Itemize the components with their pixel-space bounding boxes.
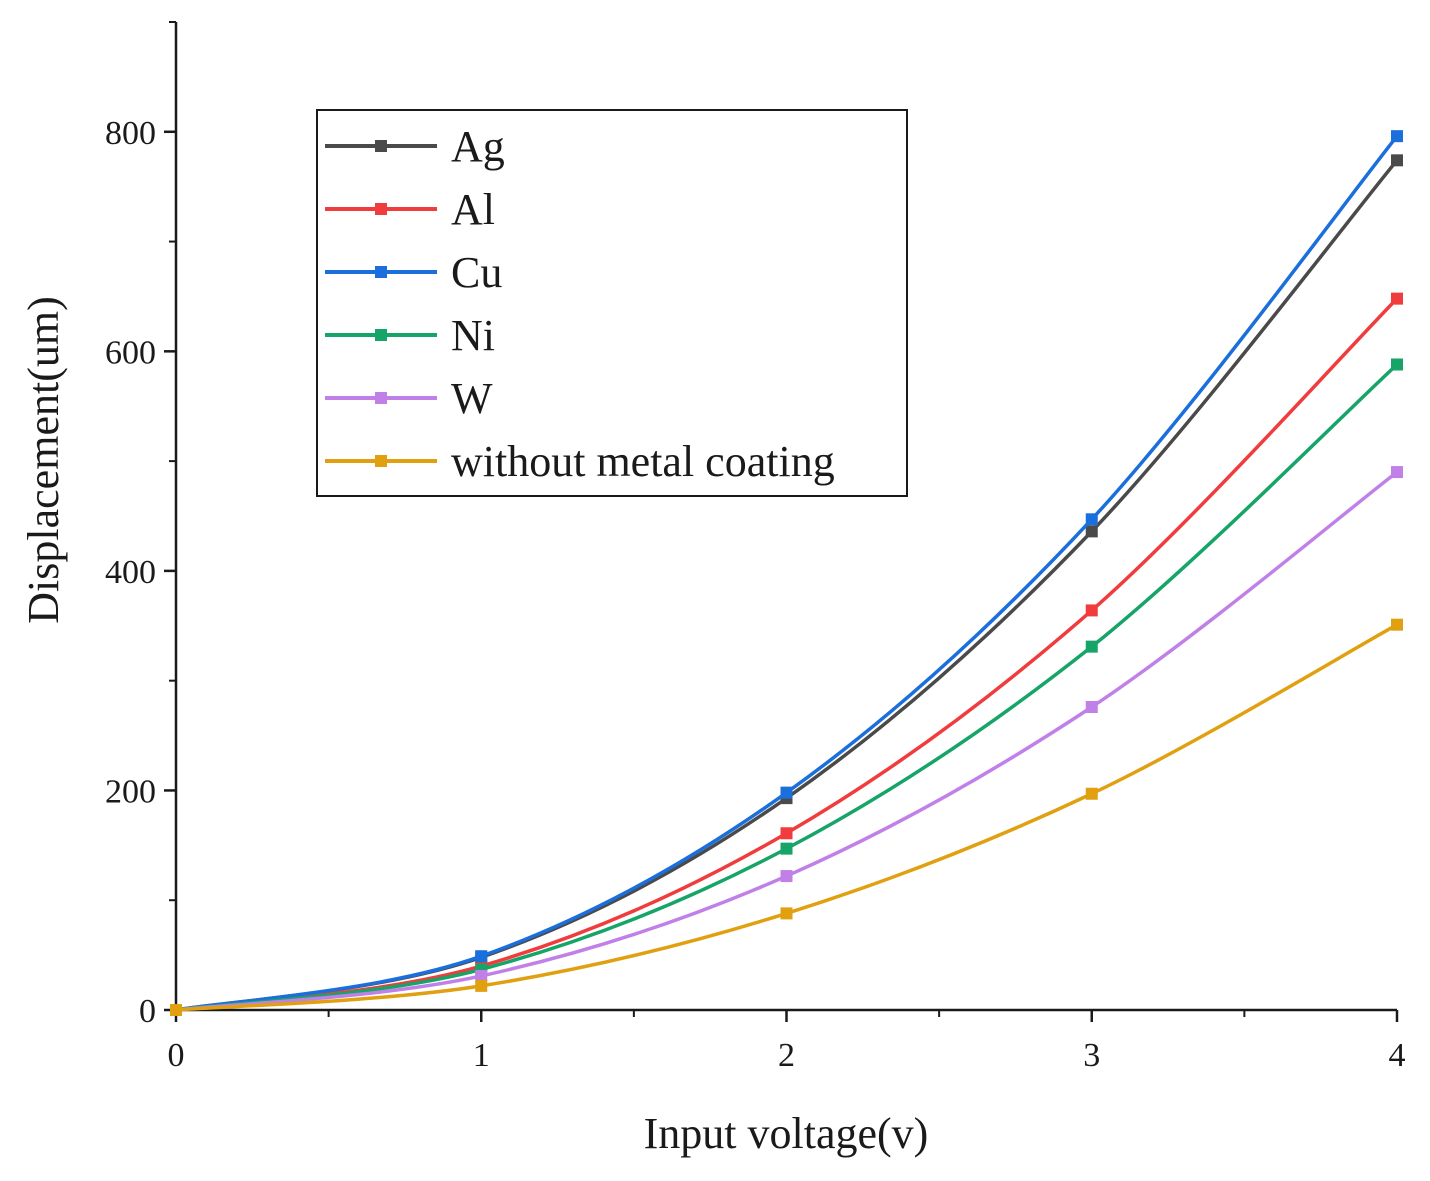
data-point-w	[1085, 701, 1098, 714]
x-tick-label: 4	[1389, 1037, 1406, 1074]
data-point-ni	[1085, 640, 1098, 653]
legend-item-cu: Cu	[325, 248, 502, 297]
data-point-ag	[1085, 525, 1098, 538]
axes: 0 1 2 3 4 0 200 400 600 800	[105, 21, 1406, 1074]
data-point-al	[1391, 292, 1403, 305]
legend-swatch-marker	[375, 455, 387, 467]
data-point-ni	[780, 842, 793, 855]
data-point-ag	[1391, 154, 1403, 167]
x-axis-title: Input voltage(v)	[644, 1109, 929, 1158]
y-axis-title: Displacement(um)	[19, 296, 68, 623]
legend-label: W	[451, 374, 493, 423]
legend-item-ag: Ag	[325, 122, 505, 171]
y-tick-label: 800	[105, 115, 156, 152]
data-point-w	[1391, 466, 1403, 479]
series-without-metal-coating	[170, 618, 1403, 1016]
legend-swatch-marker	[375, 329, 387, 341]
series-line-without-metal-coating	[174, 622, 1399, 1012]
series-line-w	[174, 470, 1399, 1012]
legend-swatch-marker	[375, 140, 387, 152]
legend-box	[316, 109, 908, 497]
data-point-al	[1085, 604, 1098, 617]
y-tick-label: 200	[105, 773, 156, 810]
y-tick-label: 0	[139, 993, 156, 1030]
legend-swatch-marker	[375, 203, 387, 215]
legend-item-ni: Ni	[325, 311, 495, 360]
data-point-w	[475, 969, 488, 982]
series-line-cu	[174, 134, 1399, 1012]
legend-label: Al	[451, 185, 495, 234]
data-point-cu	[780, 786, 793, 799]
data-point-ni	[1391, 358, 1403, 371]
x-tick-label: 2	[778, 1037, 795, 1074]
legend-swatch-marker	[375, 392, 387, 404]
data-point-cu	[1085, 513, 1098, 526]
data-point-without-metal-coating	[475, 979, 488, 992]
legend-item-w: W	[325, 374, 493, 423]
x-tick-label: 1	[473, 1037, 490, 1074]
y-tick-label: 400	[105, 554, 156, 591]
data-point-without-metal-coating	[780, 907, 793, 920]
data-point-cu	[1391, 130, 1403, 143]
y-tick-label: 600	[105, 334, 156, 371]
legend-swatch-marker	[375, 266, 387, 278]
legend-label: Cu	[451, 248, 502, 297]
data-point-al	[780, 827, 793, 840]
data-point-without-metal-coating	[1085, 787, 1098, 800]
data-point-without-metal-coating	[170, 1004, 182, 1016]
legend-label: Ag	[451, 122, 505, 171]
legend-item-al: Al	[325, 185, 495, 234]
x-tick-label: 0	[168, 1037, 185, 1074]
data-point-w	[780, 870, 793, 883]
series-line-ni	[174, 362, 1399, 1012]
series-layer	[170, 130, 1403, 1016]
x-tick-label: 3	[1083, 1037, 1100, 1074]
legend-label: Ni	[451, 311, 495, 360]
data-point-without-metal-coating	[1391, 618, 1403, 631]
legend-item-without-metal-coating: without metal coating	[325, 437, 835, 486]
legend-label: without metal coating	[451, 437, 835, 486]
series-w	[170, 466, 1403, 1016]
data-point-cu	[475, 950, 488, 963]
